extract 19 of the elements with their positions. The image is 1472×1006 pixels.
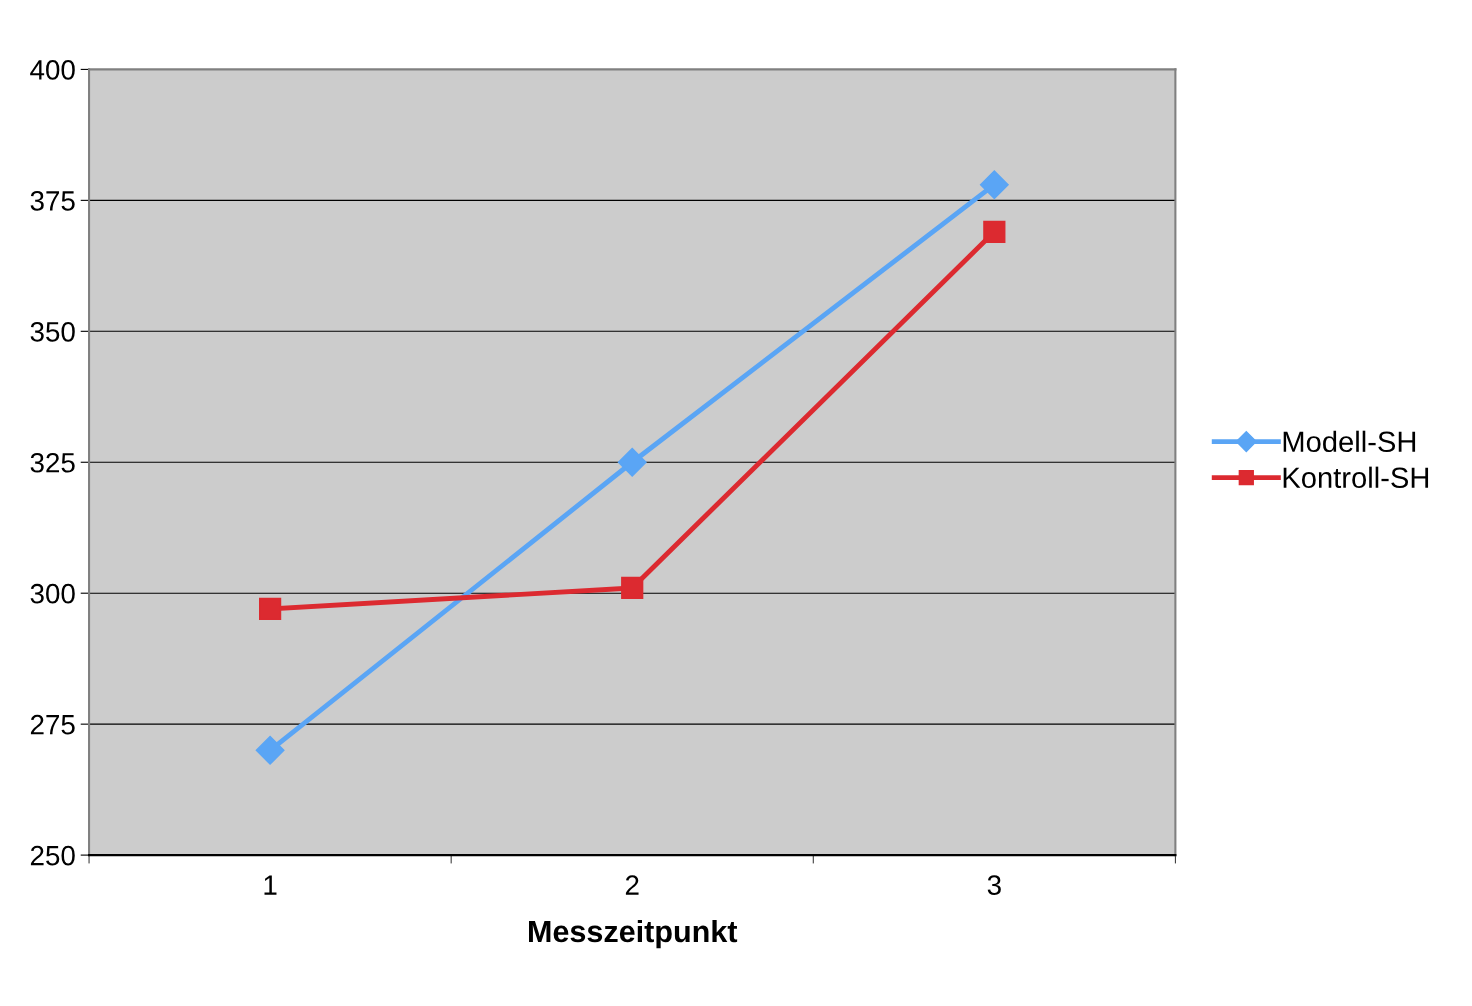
- y-tick-label: 375: [30, 191, 75, 211]
- point: [255, 735, 285, 765]
- point: [983, 220, 1006, 243]
- y-tick-label: 300: [30, 583, 75, 604]
- y-tick-label: 275: [30, 714, 75, 735]
- point: [617, 447, 647, 477]
- x-axis-title: Messzeitpunkt: [529, 919, 738, 949]
- point: [979, 170, 1009, 200]
- x-tick-label: 3: [987, 875, 1001, 895]
- y-tick-label: 325: [30, 452, 75, 473]
- legend-label: Modell-SH: [1283, 430, 1416, 453]
- y-tick-label: 350: [30, 321, 75, 342]
- legend-label: Kontroll-SH: [1283, 466, 1429, 489]
- point: [621, 576, 644, 600]
- x-tick-label: 2: [625, 875, 639, 895]
- point: [259, 597, 282, 621]
- y-tick-label: 400: [30, 60, 75, 80]
- x-tick-label: 1: [264, 875, 277, 895]
- y-tick-label: 250: [30, 845, 75, 866]
